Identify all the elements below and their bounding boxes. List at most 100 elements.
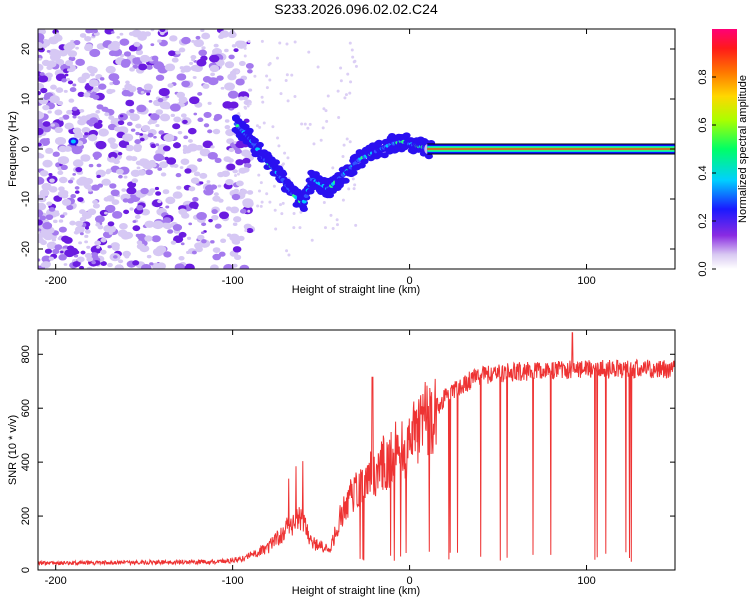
spectrogram-cell [43, 95, 49, 101]
spectrogram-cell [300, 122, 304, 126]
spectrogram-cell [177, 130, 183, 135]
spectrogram-cell [233, 48, 239, 53]
spectrogram-cell [112, 79, 121, 86]
spectrogram-cell [236, 70, 240, 74]
spectrogram-cell [348, 140, 352, 144]
spectrogram-cell [180, 158, 190, 165]
spectrogram-cell [191, 58, 195, 62]
spectrogram-cell [48, 36, 59, 45]
spectrogram-cell [268, 200, 272, 204]
spectrogram-cell [72, 115, 77, 119]
spectrogram-cell [83, 92, 91, 98]
spectrogram-ridge-cell [360, 158, 369, 165]
spectrogram-cell [175, 50, 181, 55]
spectrogram-cell [293, 40, 297, 44]
spectrogram-cell [121, 188, 127, 192]
spectrogram-cell [354, 64, 358, 68]
spectrogram-cell [246, 190, 254, 195]
spectrogram-cell [228, 54, 235, 60]
spectrogram-cell [123, 175, 128, 179]
spectrogram-cell [42, 159, 53, 168]
spectrogram-cell [124, 254, 130, 259]
spectrogram-cell [346, 72, 350, 76]
spectrogram-cell [224, 82, 236, 91]
spectrogram-cell [56, 100, 64, 106]
spectrogram-cell [174, 142, 180, 146]
spectrogram-cell [119, 222, 128, 230]
spectrogram-cell [110, 44, 120, 51]
spectrogram-cell [92, 203, 100, 209]
spectrogram-cell [60, 164, 68, 171]
spectrogram-cell [290, 73, 294, 77]
spectrogram-cell [187, 127, 197, 135]
spectrogram-cell [150, 162, 157, 168]
spectrogram-cell [163, 104, 171, 110]
spectrogram-cell [303, 122, 307, 126]
spectrogram-cell [77, 197, 84, 202]
spectrogram-cell [164, 63, 176, 72]
spectrogram-ridge-cell [373, 140, 382, 147]
spectrogram-cell [47, 110, 52, 114]
spectrogram-cell [310, 238, 314, 242]
spectrogram-cell [225, 206, 232, 211]
spectrogram-cell [256, 204, 260, 208]
spectrogram-cell [210, 240, 215, 244]
spectrogram-cell [213, 192, 219, 197]
spectrogram-cell [244, 229, 248, 233]
spectrogram-cell [166, 157, 177, 165]
spectrogram-cell [48, 207, 56, 212]
spectrogram-cell [141, 264, 152, 269]
spectrogram-cell [162, 217, 172, 224]
spectrogram-cell [352, 187, 356, 191]
spectrogram-cell [277, 144, 281, 148]
spectrogram-cell [75, 220, 83, 227]
spectrogram-cell [89, 48, 101, 58]
spectrogram-cell [67, 179, 74, 184]
spectrogram-cell [204, 184, 215, 192]
spectrogram-cell [173, 116, 182, 123]
spectrogram-cell [112, 245, 120, 251]
spectrogram-cell [268, 78, 272, 82]
spectrogram-cell [312, 142, 316, 146]
spectrogram-cell [162, 189, 170, 195]
spectrogram-cell [68, 56, 76, 62]
spectrogram-cell [38, 111, 45, 120]
spectrogram-cell [260, 95, 264, 99]
spectrogram-cell [57, 190, 68, 198]
spectrogram-cell [84, 226, 90, 230]
spectrogram-cell [195, 144, 203, 151]
spectrogram-cell [101, 178, 111, 186]
colorbar: 0.0 0.2 0.4 0.6 0.8 Normalized spectral ampl… [697, 29, 749, 277]
snr-xtick-label: 100 [577, 575, 595, 587]
spectrogram-cell [98, 83, 107, 90]
spectrogram-cell [92, 94, 100, 100]
spectrogram-cell [197, 92, 203, 96]
spectrogram-cell [239, 188, 248, 195]
spectrogram-cell [163, 251, 172, 258]
spectrogram-cell [108, 50, 117, 57]
spectrogram-cell [322, 200, 326, 204]
colorbar-gradient [712, 29, 737, 269]
spectrogram-cell [63, 145, 72, 152]
spectrogram-cell [201, 32, 211, 40]
spectrogram-cell [64, 249, 75, 258]
spectrogram-cell [246, 227, 254, 234]
spectrogram-cell [113, 255, 118, 259]
spectrogram-cell [69, 220, 76, 226]
spectrogram-cell [157, 167, 163, 171]
spectrogram-cell [162, 145, 171, 152]
spectrogram-cell [110, 143, 119, 150]
spectrogram-cell [168, 50, 176, 57]
spectrogram-cell [108, 115, 115, 120]
spectrogram-cell [210, 145, 215, 149]
spectrogram-cell [232, 263, 238, 268]
spectrogram-cell [208, 54, 220, 63]
spectrogram-cell [272, 184, 276, 188]
spectrogram-cell [341, 154, 345, 158]
spectrogram-cell [265, 86, 269, 90]
spectrogram-cell [96, 174, 101, 179]
spectrogram-cell [107, 262, 113, 268]
spectrogram-cell [206, 180, 211, 184]
spectrogram-cell [234, 173, 238, 177]
